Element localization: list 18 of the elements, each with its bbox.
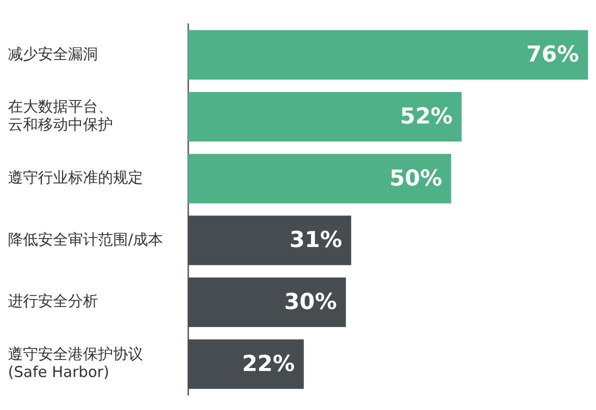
data-label: 31% — [289, 228, 342, 254]
data-label: 22% — [242, 352, 295, 377]
y-tick-label: 遵守安全港保护协议 (Safe Harbor) — [8, 344, 143, 381]
y-tick-label: 遵守行业标准的规定 — [8, 168, 143, 186]
y-tick-label: 在大数据平台、云和移动中保护 — [8, 98, 113, 134]
bar — [188, 92, 462, 142]
data-label: 52% — [400, 104, 453, 130]
bar — [188, 278, 346, 327]
bar — [188, 216, 352, 266]
bar — [188, 30, 588, 80]
data-label: 50% — [389, 166, 442, 192]
data-label: 30% — [284, 290, 337, 315]
bar — [188, 154, 452, 204]
y-tick-label: 减少安全漏洞 — [8, 44, 98, 63]
y-tick-label: 降低安全审计范围/成本 — [8, 230, 164, 248]
data-label: 76% — [526, 42, 579, 68]
bar — [188, 339, 304, 389]
y-tick-label: 进行安全分析 — [8, 292, 98, 310]
